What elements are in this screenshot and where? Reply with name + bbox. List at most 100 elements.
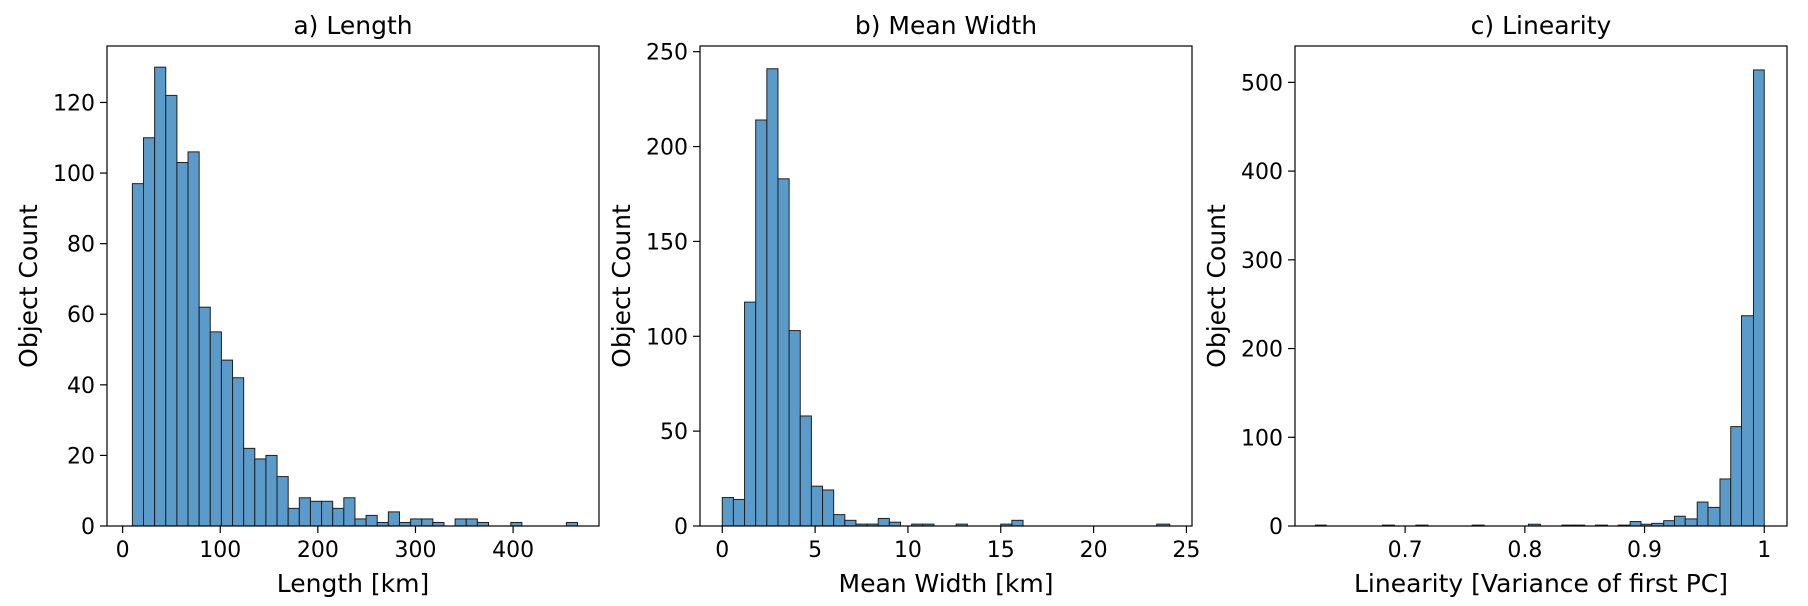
histogram-bar [1719,478,1732,527]
histogram-bar [1741,315,1754,527]
histogram-bar [721,497,734,527]
histogram-bar [799,415,812,527]
histogram-bar [165,94,178,527]
histogram-bar [1684,518,1698,527]
y-tick-label: 400 [1241,160,1283,185]
histogram-bar [298,497,311,527]
x-tick-label: 0.7 [1388,538,1423,563]
x-tick-label: 300 [394,538,436,563]
y-axis-label: Object Count [607,204,636,368]
x-tick-label: 15 [987,538,1015,563]
chart-panel-3: 0.7 0.8 0.9 1 0 100 200 300 400 500 c) Linearity Li… [1202,11,1788,598]
y-tick-label: 80 [67,233,95,258]
histogram-bar [309,500,323,527]
x-tick-label: 20 [1080,538,1108,563]
histogram-bar [1629,521,1642,527]
y-tick-label: 150 [646,230,688,255]
histogram-bar [276,476,289,527]
x-tick-label: 100 [199,538,241,563]
histogram-bar [1011,519,1024,527]
y-tick-label: 100 [646,325,688,350]
histogram-bar [755,119,768,527]
histogram-bar [1696,501,1709,527]
x-tick-label: 0 [715,538,729,563]
x-tick-label: 400 [492,538,534,563]
histogram-bar [421,518,434,527]
y-tick-label: 200 [1241,338,1283,363]
plot-frame [1294,45,1788,527]
histogram-bar [732,498,746,527]
histogram-bar [822,489,835,527]
histogram-bar [209,331,222,527]
histogram-bar [1752,69,1765,527]
histogram-bar [220,359,234,527]
x-tick-label: 5 [808,538,822,563]
histogram-bar [187,151,200,527]
y-tick-label: 500 [1241,71,1283,96]
histogram-bar [877,517,890,527]
x-tick-label: 25 [1172,538,1200,563]
histogram-bar [365,514,378,527]
y-axis-label: Object Count [1202,204,1231,368]
histogram-bar [287,507,300,527]
histogram-bar [844,519,857,527]
histogram-bar [465,518,478,527]
histogram-bar [143,137,156,527]
histogram-bar [321,500,334,527]
y-tick-label: 250 [646,41,688,66]
x-tick-label: 0 [116,538,130,563]
chart-title: b) Mean Width [855,11,1037,40]
histogram-bar [343,497,356,527]
histogram-bar [243,447,256,527]
histogram-bar [1673,515,1686,527]
x-axis-label: Length [km] [277,569,430,598]
histogram-bar [1730,426,1743,527]
histogram-bar [766,68,779,527]
x-axis-label: Linearity [Variance of first PC] [1354,569,1728,598]
x-tick-label: 0.8 [1507,538,1542,563]
histogram-bar [265,454,278,527]
y-tick-label: 60 [67,303,95,328]
histogram-bar [1663,520,1675,527]
histogram-bar [154,66,167,527]
plot-frame [106,45,600,527]
histogram-bar [232,377,245,527]
y-axis-label: Object Count [14,204,43,368]
histogram-bar [1707,506,1721,527]
x-tick-label: 1 [1757,538,1771,563]
y-tick-label: 0 [1269,515,1283,540]
histogram-bar [354,518,367,527]
y-tick-label: 100 [1241,426,1283,451]
y-tick-label: 120 [53,91,95,116]
y-tick-label: 40 [67,374,95,399]
x-tick-label: 0.9 [1627,538,1662,563]
histogram-bar [744,301,757,527]
x-axis-label: Mean Width [km] [839,569,1054,598]
histogram-bar [198,306,211,527]
x-tick-label: 200 [297,538,339,563]
y-tick-label: 0 [674,515,688,540]
histogram-bar [332,507,345,527]
plot-frame [699,45,1193,527]
histogram-bar [788,330,801,527]
histogram-bar [777,178,790,527]
chart-title: a) Length [293,11,412,40]
y-tick-label: 0 [81,515,95,540]
histogram-bar [254,458,267,527]
y-tick-label: 100 [53,162,95,187]
histogram-bar [410,518,423,527]
y-tick-label: 20 [67,444,95,469]
histogram-bar [810,485,824,527]
histogram-bar [833,514,846,527]
chart-panel-1: 0 100 200 300 400 0 20 40 60 80 100 120 a) Length Len… [14,11,600,598]
histogram-bar [176,161,189,527]
y-tick-label: 50 [660,420,688,445]
y-tick-label: 200 [646,136,688,161]
histogram-bar [387,511,400,527]
x-tick-label: 10 [894,538,922,563]
y-tick-label: 300 [1241,249,1283,274]
histogram-bar [131,183,145,527]
histogram-bar [454,518,467,527]
